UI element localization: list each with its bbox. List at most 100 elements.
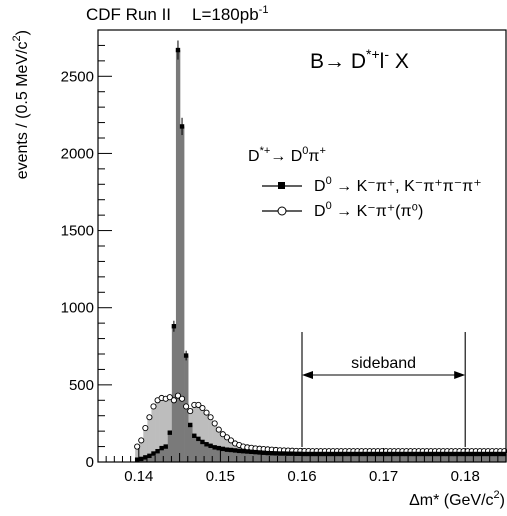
square-point: [310, 451, 315, 457]
light-bar: [163, 398, 169, 462]
square-point: [232, 448, 238, 453]
square-point: [355, 451, 360, 457]
square-point: [290, 451, 295, 456]
square-point: [179, 124, 185, 129]
dark-bar: [228, 449, 234, 462]
dark-bar: [477, 453, 483, 462]
square-point: [155, 449, 160, 454]
dark-bar: [306, 453, 311, 462]
square-point: [432, 451, 438, 457]
square-point: [216, 445, 221, 451]
square-point: [265, 450, 270, 456]
square-point: [208, 443, 213, 448]
dark-histogram-bars: [135, 50, 507, 463]
square-point: [453, 451, 458, 457]
light-bar: [212, 423, 218, 462]
dark-bar: [388, 453, 393, 462]
dark-bar: [175, 50, 181, 463]
y-tick-label: 2000: [61, 145, 94, 162]
square-point: [379, 451, 385, 457]
dark-bar: [490, 453, 495, 462]
dark-bar: [437, 453, 442, 462]
circle-point: [223, 434, 230, 441]
experiment-label: CDF Run II: [86, 5, 171, 24]
dark-bar: [282, 453, 287, 462]
square-point: [449, 451, 454, 457]
dark-bar: [314, 453, 320, 462]
light-bar: [143, 428, 148, 462]
square-point: [253, 449, 258, 455]
sideband-arrowhead-right-icon: [454, 371, 466, 379]
circle-point: [134, 443, 141, 450]
dark-bar: [220, 448, 226, 462]
dark-bar: [294, 453, 299, 462]
light-bar: [139, 440, 144, 462]
square-point: [294, 451, 299, 457]
dark-bar: [359, 453, 364, 462]
dark-bar: [339, 453, 344, 462]
circle-point: [215, 426, 222, 433]
square-point: [139, 456, 144, 462]
y-tick-label: 0: [86, 454, 94, 471]
square-point: [440, 451, 446, 457]
square-point: [359, 451, 364, 457]
square-point: [416, 451, 421, 457]
square-point: [261, 450, 266, 455]
square-point: [367, 451, 372, 457]
square-point: [200, 439, 205, 445]
square-point: [298, 451, 303, 457]
circle-point: [195, 401, 202, 408]
dark-bar: [147, 455, 152, 462]
dark-bar: [449, 453, 454, 462]
square-point: [498, 451, 503, 457]
dark-bar: [481, 453, 487, 462]
square-point: [502, 451, 507, 457]
light-bar: [159, 397, 164, 462]
square-point: [269, 451, 275, 456]
square-point: [457, 451, 462, 457]
square-point: [183, 353, 189, 358]
square-point: [241, 449, 246, 454]
square-point: [159, 445, 164, 451]
dark-bar: [269, 453, 275, 462]
dark-bar: [432, 453, 438, 462]
dark-bar: [155, 451, 160, 462]
circle-point: [207, 414, 214, 421]
dark-bar: [445, 453, 450, 462]
square-point: [465, 451, 470, 457]
light-bar: [192, 404, 197, 462]
circle-point: [219, 431, 226, 438]
dark-bar: [424, 453, 430, 462]
dark-bar: [428, 453, 434, 462]
dark-bar: [457, 453, 462, 462]
dark-bar: [167, 432, 173, 462]
light-bar: [208, 417, 213, 462]
dark-bar: [277, 453, 283, 462]
dark-bar: [420, 453, 426, 462]
dark-bar: [375, 453, 381, 462]
dark-bar: [343, 453, 348, 462]
dark-bar: [494, 453, 499, 462]
light-bar: [167, 397, 173, 462]
square-point: [314, 451, 319, 457]
square-point: [387, 451, 393, 457]
square-point: [408, 451, 413, 457]
dark-bar: [330, 453, 336, 462]
dark-bar: [290, 453, 295, 462]
square-point: [412, 451, 417, 457]
square-point: [285, 451, 291, 456]
decay-label: B→ D*+l- X: [310, 46, 409, 73]
legend-entry-circles-label: D0 → K⁻π⁺(π⁰): [314, 200, 423, 220]
dark-bar: [192, 435, 197, 462]
light-bar: [204, 412, 209, 462]
dark-bar: [188, 424, 193, 462]
dark-bar: [151, 453, 156, 462]
x-axis-ticks: 0.14 0.15 0.16 0.17 0.18: [97, 448, 507, 485]
square-point: [461, 451, 466, 457]
square-point: [392, 451, 397, 457]
x-axis-label: Δm* (GeV/c2): [409, 489, 505, 509]
square-point: [306, 451, 311, 457]
square-point: [220, 446, 226, 452]
dark-bar: [498, 453, 503, 462]
